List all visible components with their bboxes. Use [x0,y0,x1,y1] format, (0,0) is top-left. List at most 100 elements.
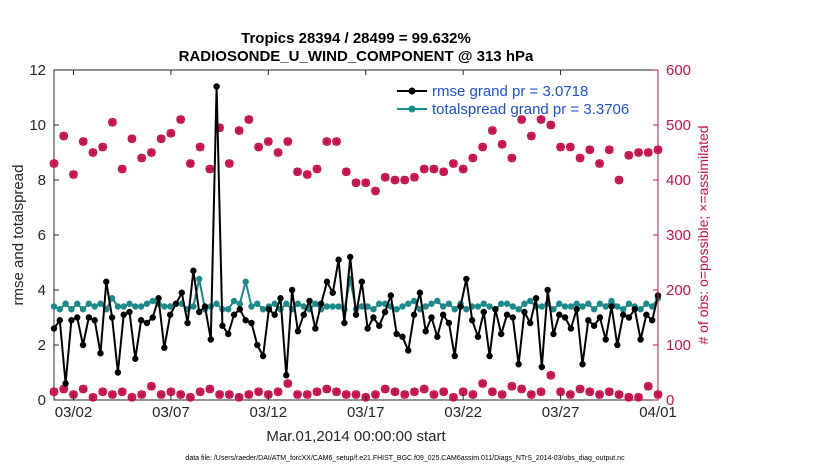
totalspread-point [213,300,220,307]
obs-assimilated-point [566,143,575,151]
totalspread-point [480,300,487,307]
obs-assimilated-point [527,132,536,140]
rmse-point [480,308,487,316]
y-tick-label-right: 600 [666,62,691,79]
obs-assimilated-point [264,137,273,146]
rmse-point [259,352,267,360]
rmse-point [137,317,145,324]
rmse-point [155,295,162,302]
rmse-point [608,303,615,310]
obs-assimilated-point [390,176,399,184]
obs-assimilated-point [59,132,68,140]
obs-assimilated-low-point [303,390,312,399]
obs-assimilated-point [108,118,117,127]
rmse-point [195,308,203,316]
obs-assimilated-point [293,167,302,176]
obs-assimilated-low-point [546,371,555,380]
totalspread-point [573,300,580,307]
totalspread-point [439,303,447,310]
totalspread-point [259,306,267,313]
rmse-point [62,380,69,387]
rmse-point [161,344,168,351]
obs-assimilated-point [459,165,468,173]
rmse-point [497,330,505,338]
totalspread-point [323,303,331,310]
obs-assimilated-point [410,173,419,182]
y-tick-label-left: 12 [29,62,46,79]
obs-assimilated-point [215,123,224,132]
legend: rmse grand pr = 3.0718 totalspread grand… [397,83,629,118]
x-axis-label: Mar.01,2014 00:00:00 start [266,428,446,445]
x-tick-label: 03/02 [55,404,93,421]
legend-spread-label: totalspread grand pr = 3.3706 [432,101,629,118]
totalspread-point [625,300,633,307]
rmse-point [166,311,174,318]
obs-assimilated-point [595,159,604,168]
obs-assimilated-low-point [108,390,117,399]
totalspread-point [62,300,69,307]
rmse-point [422,328,429,335]
obs-assimilated-low-point [118,387,127,396]
obs-assimilated-low-point [537,387,546,396]
obs-assimilated-point [644,148,653,157]
obs-assimilated-low-point [400,390,409,399]
rmse-point [538,363,546,371]
totalspread-point [451,306,458,313]
rmse-point [50,325,58,332]
obs-assimilated-low-point [225,390,234,399]
totalspread-point [608,297,615,305]
obs-assimilated-low-point [527,390,536,399]
obs-assimilated-point [50,159,58,168]
totalspread-point [120,303,127,310]
y-tick-label-left: 8 [38,172,46,189]
y-tick-label-right: 0 [666,392,674,409]
rmse-point [532,295,540,302]
rmse-point [405,347,412,354]
rmse-point [74,314,81,321]
totalspread-point [393,306,400,313]
rmse-point [474,333,482,340]
obs-assimilated-low-point [556,387,565,396]
obs-assimilated-low-point [215,390,224,399]
obs-assimilated-point [303,170,312,179]
totalspread-point [474,303,482,310]
data-layer [49,83,663,402]
rmse-point [108,314,116,321]
obs-assimilated-low-point [576,385,585,393]
obs-assimilated-low-point [498,390,507,399]
totalspread-point [79,306,87,313]
rmse-point [585,317,592,324]
x-tick-label: 03/22 [444,404,482,421]
rmse-point [219,322,226,329]
obs-assimilated-point [322,137,331,146]
rmse-point [614,341,621,349]
rmse-point [509,314,517,321]
rmse-point [283,372,290,379]
obs-assimilated-low-point [235,393,244,402]
chart-title-line1: Tropics 28394 / 28499 = 99.632% [241,30,471,47]
totalspread-point [463,306,470,313]
rmse-point [56,317,64,324]
totalspread-point [509,303,517,310]
rmse-point [288,286,296,294]
obs-assimilated-point [546,121,555,129]
totalspread-point [370,306,377,313]
obs-assimilated-point [283,137,292,146]
obs-assimilated-point [88,148,97,157]
totalspread-point [434,297,441,305]
rmse-point [515,361,522,368]
rmse-point [434,333,441,340]
obs-assimilated-point [439,167,448,176]
rmse-point [445,319,453,327]
obs-assimilated-point [176,115,185,124]
totalspread-point [579,303,586,310]
rmse-point [120,311,127,318]
rmse-point [625,314,633,321]
obs-assimilated-point [313,165,322,173]
obs-assimilated-low-point [342,390,351,399]
rmse-point [143,319,151,327]
totalspread-point [497,300,505,307]
obs-assimilated-point [624,151,633,160]
rmse-point [329,289,336,296]
obs-assimilated-low-point [615,390,624,399]
